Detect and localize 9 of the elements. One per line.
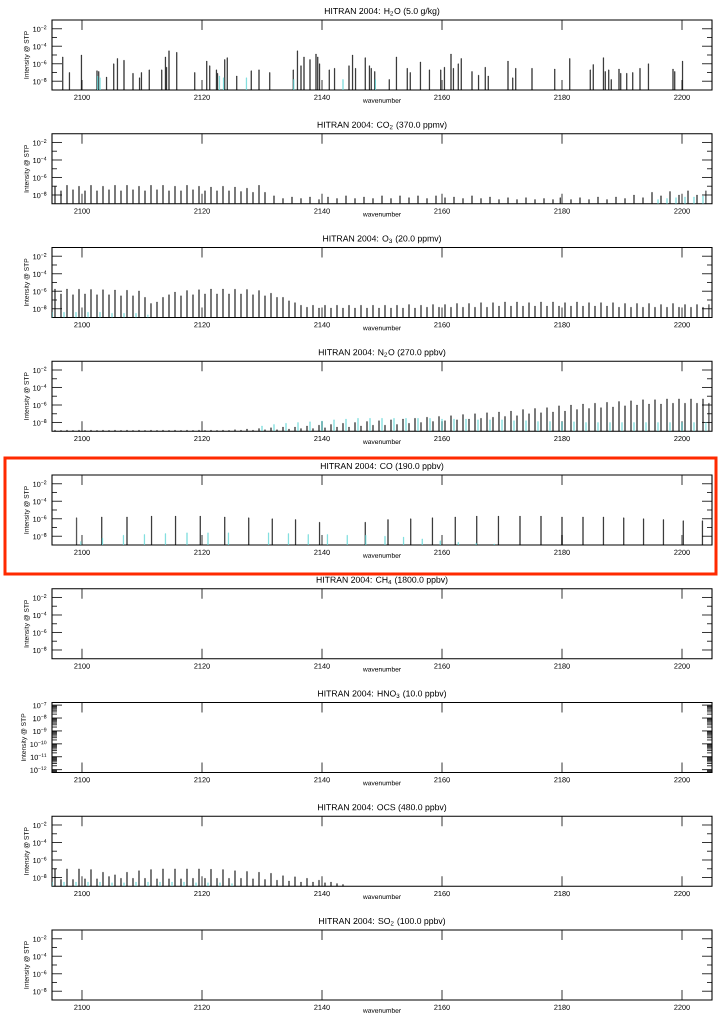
chart-title: HITRAN 2004: SO$_{2}$ (100.0 ppbv) (319, 917, 446, 926)
chart-title: HITRAN 2004: HNO$_{3}$ (10.0 ppbv) (318, 690, 446, 699)
chart-title: HITRAN 2004: CO$_{2}$ (370.0 ppmv) (317, 121, 447, 130)
chart-title: HITRAN 2004: CH$_{4}$ (1800.0 ppbv) (316, 576, 448, 585)
chart-title: HITRAN 2004: N$_{2}$O (270.0 ppbv) (318, 348, 446, 357)
chart-title: HITRAN 2004: CO (190.0 ppbv) (320, 462, 444, 471)
chart-title: HITRAN 2004: OCS (480.0 ppbv) (318, 803, 447, 812)
chart-title: HITRAN 2004: O$_{3}$ (20.0 ppmv) (323, 235, 441, 244)
chart-title: HITRAN 2004: H$_{2}$O (5.0 g/kg) (324, 7, 440, 16)
